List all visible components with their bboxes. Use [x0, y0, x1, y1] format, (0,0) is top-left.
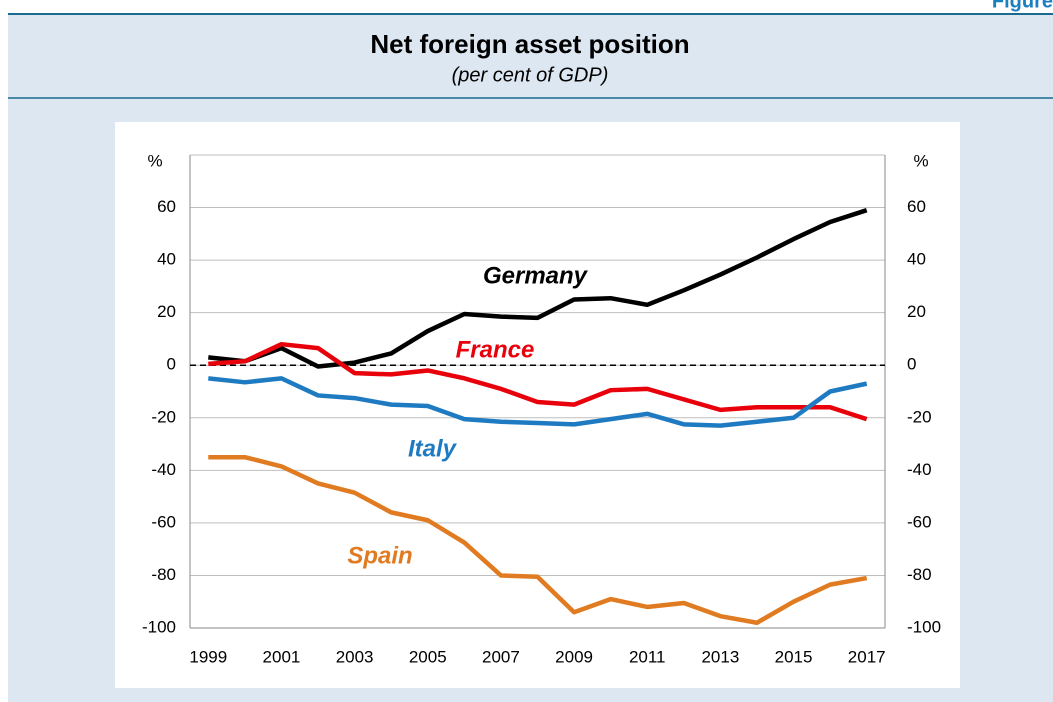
chart-title: Net foreign asset position	[370, 29, 689, 59]
x-tick-label: 2015	[775, 647, 813, 666]
series-line	[208, 454, 868, 625]
x-tick-label: 2013	[701, 647, 739, 666]
y2-tick-label: -80	[907, 565, 932, 584]
chart-subtitle: (per cent of GDP)	[452, 64, 609, 86]
y-tick-label: 0	[167, 355, 176, 374]
y-tick-label: 40	[157, 250, 176, 269]
series-label: Spain	[347, 542, 412, 569]
y-tick-label: -60	[151, 512, 176, 531]
x-tick-label: 2001	[263, 647, 301, 666]
y2-tick-label: 60	[907, 197, 926, 216]
series-line	[208, 208, 868, 369]
series-label: Italy	[408, 435, 458, 462]
y2-tick-label: -60	[907, 512, 932, 531]
series-label: France	[456, 336, 535, 363]
y2-tick-label: 0	[907, 355, 916, 374]
y2-tick-label: -40	[907, 460, 932, 479]
y2-tick-label: 20	[907, 302, 926, 321]
x-tick-label: 1999	[189, 647, 227, 666]
x-tick-label: 2009	[555, 647, 593, 666]
y2-tick-label: -20	[907, 407, 932, 426]
y-tick-label: -40	[151, 460, 176, 479]
x-tick-label: 2005	[409, 647, 447, 666]
x-tick-label: 2007	[482, 647, 520, 666]
y2-axis-label: %	[913, 151, 928, 170]
series-line	[208, 341, 868, 422]
figure-label: Figure	[992, 0, 1053, 12]
y-tick-label: 60	[157, 197, 176, 216]
series-label: Germany	[483, 262, 589, 289]
y-tick-label: -80	[151, 565, 176, 584]
y2-tick-label: 40	[907, 250, 926, 269]
y-axis-label: %	[147, 151, 162, 170]
y-tick-label: 20	[157, 302, 176, 321]
y2-tick-label: -100	[907, 617, 941, 636]
x-tick-label: 2003	[336, 647, 374, 666]
x-tick-label: 2011	[629, 647, 666, 666]
x-tick-label: 2017	[848, 647, 886, 666]
y-tick-label: -20	[151, 407, 176, 426]
y-tick-label: -100	[142, 617, 176, 636]
series-line	[208, 376, 868, 428]
chart-area	[115, 122, 960, 688]
